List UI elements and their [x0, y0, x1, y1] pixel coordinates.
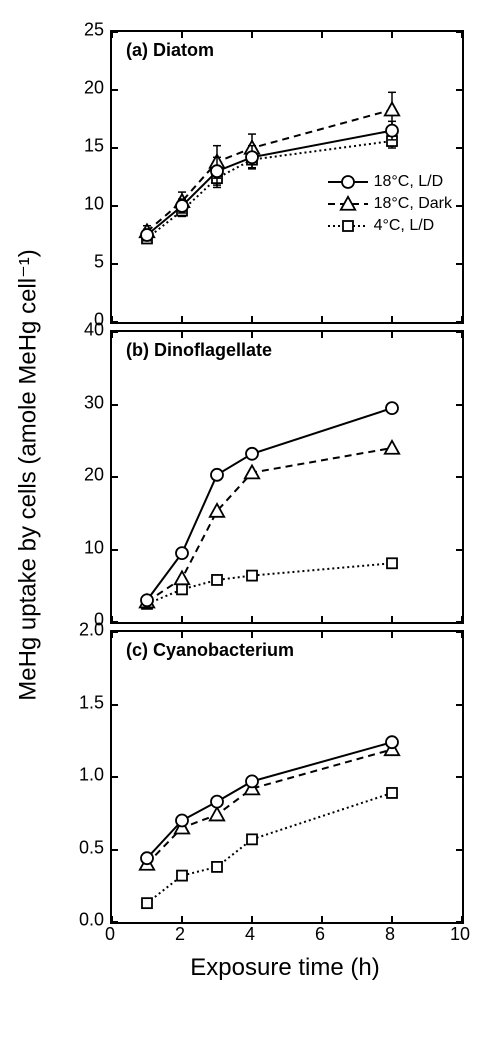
xtick-label: 0	[105, 924, 115, 945]
ytick-label: 15	[0, 136, 104, 157]
legend-item: 18°C, Dark	[326, 193, 452, 215]
ytick-label: 1.0	[0, 765, 104, 786]
panel-a: (a) Diatom18°C, L/D18°C, Dark4°C, L/D	[110, 30, 464, 324]
x-axis-label: Exposure time (h)	[190, 954, 379, 982]
legend-label: 18°C, L/D	[374, 173, 444, 191]
plot-svg-c	[112, 632, 462, 922]
ytick-label: 20	[0, 78, 104, 99]
plot-svg-b	[112, 332, 462, 622]
xtick-label: 8	[385, 924, 395, 945]
ytick-label: 25	[0, 20, 104, 41]
xtick-label: 10	[450, 924, 470, 945]
legend-item: 18°C, L/D	[326, 171, 452, 193]
legend: 18°C, L/D 18°C, Dark 4°C, L/D	[326, 171, 452, 237]
xtick-label: 6	[315, 924, 325, 945]
xtick-label: 4	[245, 924, 255, 945]
legend-label: 4°C, L/D	[374, 217, 435, 235]
legend-label: 18°C, Dark	[374, 195, 452, 213]
figure-root: (a) Diatom18°C, L/D18°C, Dark4°C, L/D051…	[0, 0, 500, 1050]
ytick-label: 0.0	[0, 910, 104, 931]
panel-b: (b) Dinoflagellate	[110, 330, 464, 624]
ytick-label: 0.5	[0, 837, 104, 858]
ytick-label: 10	[0, 194, 104, 215]
y-axis-label: MeHg uptake by cells (amole MeHg cell⁻¹)	[14, 249, 43, 701]
x-axis-c: 0246810	[110, 920, 460, 950]
panel-c: (c) Cyanobacterium	[110, 630, 464, 924]
xtick-label: 2	[175, 924, 185, 945]
legend-item: 4°C, L/D	[326, 215, 452, 237]
